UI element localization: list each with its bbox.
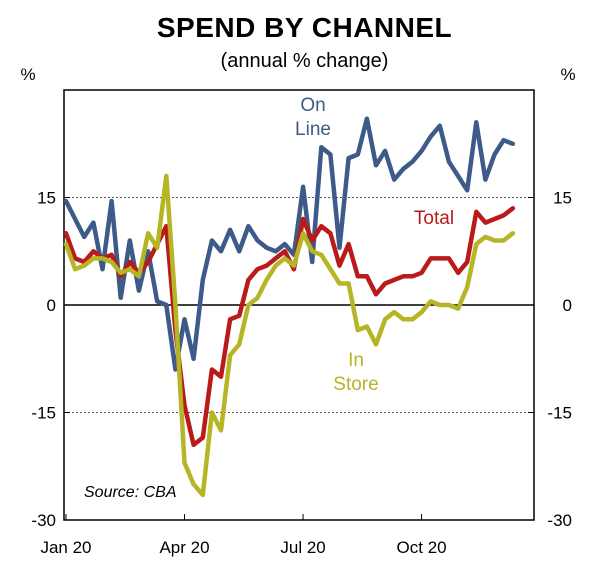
series-line-online — [63, 116, 516, 372]
axes: -30 -30 -15 -15 0 0 15 15 Jan 20 Apr 20 Jul 20 Oct … — [31, 89, 572, 557]
y-tick-label-right: -15 — [547, 404, 572, 423]
series-label-total: Total — [414, 208, 454, 229]
chart-title: SPEND BY CHANNEL — [156, 12, 453, 43]
x-tick-label: Oct 20 — [397, 538, 447, 557]
series-label-in-store: Store — [333, 374, 378, 395]
series-labels: On Line Total In Store — [295, 95, 454, 395]
series-label-online: On — [300, 95, 325, 116]
y-tick-label-right: 0 — [563, 296, 572, 315]
y-axis-unit-left: % — [20, 65, 35, 84]
series-line-total — [63, 206, 516, 448]
x-tick-label: Jul 20 — [280, 538, 325, 557]
x-tick-label: Jan 20 — [40, 538, 91, 557]
y-tick-label-right: 15 — [553, 189, 572, 208]
y-tick-label-left: -30 — [31, 511, 56, 530]
y-tick-label-right: -30 — [547, 511, 572, 530]
x-tick-label: Apr 20 — [159, 538, 209, 557]
y-tick-label-left: 15 — [37, 189, 56, 208]
y-axis-unit-right: % — [560, 65, 575, 84]
series-label-in-store: In — [348, 350, 364, 371]
y-tick-label-left: -15 — [31, 404, 56, 423]
series-label-online: Line — [295, 119, 331, 140]
series-line-in-store — [63, 173, 516, 498]
y-tick-label-left: 0 — [47, 296, 56, 315]
source-note: Source: CBA — [84, 484, 176, 501]
chart-subtitle: (annual % change) — [220, 50, 389, 72]
series-lines — [63, 116, 516, 498]
